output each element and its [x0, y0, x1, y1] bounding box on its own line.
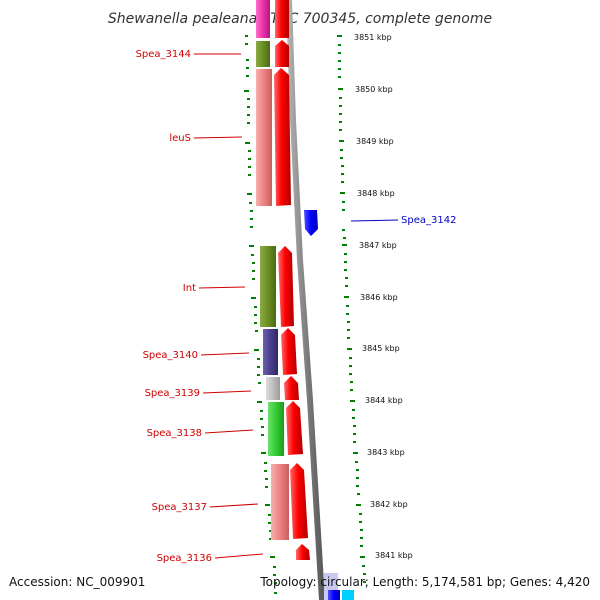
ruler-label-3847: 3847 kbp	[359, 241, 397, 250]
gene-label-spea-3138[interactable]: Spea_3138	[147, 428, 202, 439]
gene-block-spea-3144[interactable]	[256, 41, 270, 67]
gene-label-spea-3140[interactable]: Spea_3140	[143, 350, 198, 361]
gene-block-int[interactable]	[260, 246, 276, 327]
gene-label-spea-3144[interactable]: Spea_3144	[136, 49, 191, 60]
ruler-label-3851: 3851 kbp	[354, 33, 392, 42]
gene-label-int[interactable]: Int	[183, 283, 196, 294]
gene-block-spea-3138[interactable]	[268, 402, 284, 456]
cds-spea-3136[interactable]	[296, 544, 310, 560]
ruler-label-3844: 3844 kbp	[365, 396, 403, 405]
gene-label-spea-3142[interactable]: Spea_3142	[401, 215, 456, 226]
gene-block-spea-3137[interactable]	[271, 464, 289, 540]
cds-leus[interactable]	[274, 68, 291, 206]
cds-spea-3144[interactable]	[275, 40, 289, 67]
ruler-label-3841: 3841 kbp	[375, 551, 413, 560]
cds-spea-3140[interactable]	[281, 328, 297, 375]
gene-label-spea-3136[interactable]: Spea_3136	[157, 553, 212, 564]
cds-spea-3139[interactable]	[284, 376, 299, 400]
genome-backbone	[286, 0, 325, 600]
inner-tick-column	[244, 35, 277, 594]
ruler-label-3850: 3850 kbp	[355, 85, 393, 94]
map-title: Shewanella pealeana ATCC 700345, complet…	[108, 11, 492, 27]
ruler-label-3848: 3848 kbp	[357, 189, 395, 198]
ruler-label-3845: 3845 kbp	[362, 344, 400, 353]
genome-summary-label: Topology: circular; Length: 5,174,581 bp…	[259, 575, 590, 589]
gene-block-leus[interactable]	[256, 69, 272, 206]
cds-spea-3137[interactable]	[290, 463, 308, 539]
ruler-label-3849: 3849 kbp	[356, 137, 394, 146]
cds-spea-3138[interactable]	[286, 401, 303, 455]
outer-tick-column	[337, 35, 366, 583]
ruler-label-3842: 3842 kbp	[370, 500, 408, 509]
ruler-label-3846: 3846 kbp	[360, 293, 398, 302]
cds-int[interactable]	[278, 246, 294, 327]
cds-spea-3142[interactable]	[304, 210, 318, 236]
gene-label-spea-3137[interactable]: Spea_3137	[152, 502, 207, 513]
gene-block-spea-3139[interactable]	[266, 377, 280, 400]
gene-block-top-magenta[interactable]	[256, 0, 270, 38]
gene-block-spea-3140[interactable]	[263, 329, 278, 375]
gene-label-spea-3139[interactable]: Spea_3139	[145, 388, 200, 399]
label-leaders	[193, 53, 399, 559]
cds-bottom-blue[interactable]	[328, 590, 340, 600]
ruler-label-3843: 3843 kbp	[367, 448, 405, 457]
cds-top-red[interactable]	[275, 0, 289, 38]
gene-label-leus[interactable]: leuS	[169, 133, 191, 144]
accession-label: Accession: NC_009901	[9, 575, 145, 589]
cds-bottom-cyan[interactable]	[342, 590, 354, 600]
